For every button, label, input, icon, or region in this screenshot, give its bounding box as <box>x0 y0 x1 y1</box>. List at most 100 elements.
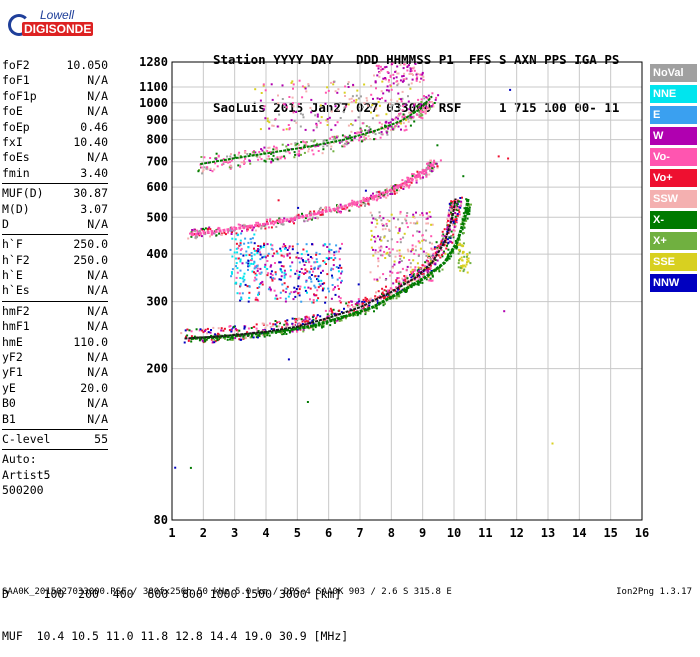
echo-point <box>239 243 242 246</box>
echo-point <box>357 97 360 100</box>
echo-point <box>310 139 313 142</box>
echo-point <box>413 104 415 107</box>
echo-point <box>427 276 430 278</box>
echo-point <box>325 139 328 142</box>
echo-point <box>412 173 415 176</box>
echo-point <box>291 96 294 99</box>
echo-point <box>299 125 302 128</box>
echo-point <box>312 322 315 325</box>
echo-point <box>303 272 305 275</box>
echo-point <box>396 191 398 194</box>
echo-point <box>459 204 462 207</box>
echo-point <box>264 117 267 120</box>
echo-point <box>203 338 206 341</box>
echo-point <box>296 142 299 145</box>
echo-point <box>374 226 377 229</box>
echo-point <box>298 261 301 264</box>
echo-point <box>298 317 301 320</box>
echo-point <box>296 330 299 333</box>
echo-point <box>190 340 193 343</box>
echo-point <box>237 164 240 167</box>
echo-point <box>300 141 303 144</box>
echo-point <box>330 249 333 251</box>
echo-point <box>394 184 397 186</box>
echo-point <box>202 227 204 230</box>
echo-point <box>240 247 243 250</box>
echo-point <box>420 77 423 80</box>
echo-point <box>282 102 285 105</box>
echo-point <box>373 278 376 281</box>
echo-point <box>382 273 385 276</box>
param-name: foF1p <box>2 88 37 103</box>
echo-point <box>416 76 419 79</box>
echo-point <box>405 275 408 278</box>
echo-point <box>393 263 396 266</box>
y-tick-label: 200 <box>146 362 168 376</box>
echo-point <box>443 235 446 238</box>
echo-point <box>280 254 283 257</box>
echo-point <box>309 217 312 220</box>
echo-point <box>282 289 285 292</box>
echo-point <box>202 230 205 232</box>
echo-point <box>415 273 418 276</box>
echo-point <box>330 128 333 131</box>
echo-point <box>369 128 372 131</box>
echo-point <box>234 238 237 241</box>
echo-point <box>425 278 428 281</box>
echo-point <box>198 339 201 342</box>
echo-point <box>463 255 466 258</box>
echo-point <box>244 237 247 240</box>
echo-point <box>446 238 449 241</box>
param-row: MUF(D) 30.87 <box>2 186 108 201</box>
echo-point <box>383 224 386 227</box>
echo-point <box>381 223 384 226</box>
echo-point <box>215 152 218 155</box>
echo-point <box>452 202 454 205</box>
echo-point <box>257 334 260 337</box>
echo-point <box>421 239 424 242</box>
echo-point <box>411 78 414 81</box>
echo-point <box>360 95 362 98</box>
echo-point <box>376 97 379 100</box>
echo-point <box>396 84 399 87</box>
echo-point <box>392 266 394 269</box>
echo-point <box>290 291 293 294</box>
echo-point <box>368 203 371 206</box>
echo-point <box>186 334 189 337</box>
echo-point <box>370 84 373 87</box>
echo-point <box>263 159 266 162</box>
echo-point <box>385 127 387 129</box>
echo-point <box>308 270 311 273</box>
echo-point <box>339 211 342 214</box>
param-value: 250.0 <box>73 237 108 252</box>
echo-point <box>286 325 289 328</box>
echo-point <box>213 168 216 171</box>
echo-point <box>466 253 469 255</box>
echo-point <box>311 243 314 246</box>
echo-point <box>431 167 434 170</box>
echo-point <box>351 95 354 98</box>
param-name: h`F <box>2 237 23 252</box>
echo-point <box>355 98 358 101</box>
echo-point <box>398 121 401 124</box>
echo-point <box>384 189 387 192</box>
echo-point <box>292 111 295 114</box>
echo-point <box>314 286 317 289</box>
echo-point <box>302 116 305 119</box>
echo-point <box>270 328 273 330</box>
echo-point <box>414 249 417 252</box>
trace-line <box>190 160 437 237</box>
echo-point <box>440 241 443 244</box>
echo-point <box>270 226 273 229</box>
param-value: N/A <box>87 283 108 298</box>
echo-point <box>438 244 441 247</box>
echo-point <box>291 317 294 320</box>
echo-point <box>223 231 226 234</box>
echo-point <box>195 229 198 232</box>
echo-point <box>448 220 451 223</box>
echo-point <box>405 269 408 272</box>
echo-point <box>390 213 393 216</box>
echo-point <box>416 175 419 178</box>
echo-point <box>271 124 274 127</box>
echo-point <box>425 96 428 99</box>
